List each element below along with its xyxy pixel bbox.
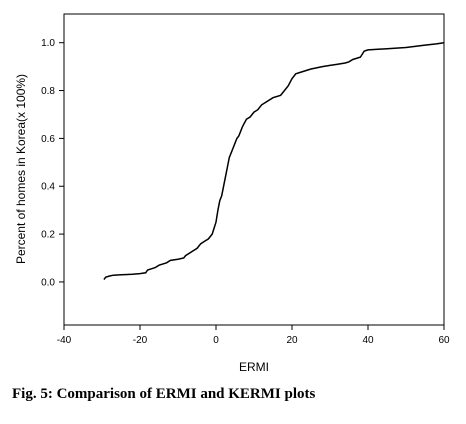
- y-tick-label: 0.0: [41, 277, 55, 288]
- y-axis-title: Percent of homes in Korea(x 100%): [14, 74, 28, 264]
- x-tick-label: 20: [286, 335, 298, 346]
- x-tick-label: -40: [57, 335, 72, 346]
- figure-caption: Fig. 5: Comparison of ERMI and KERMI plo…: [12, 386, 316, 402]
- y-axis: 0.0 0.2 0.4 0.6 0.8 1.0: [41, 38, 64, 288]
- x-tick-label: 40: [362, 335, 374, 346]
- x-tick-label: 60: [438, 335, 450, 346]
- y-tick-label: 0.4: [41, 182, 55, 193]
- y-tick-label: 0.8: [41, 86, 55, 97]
- ermi-cdf-chart: -40 -20 0 20 40 60 0.0 0.2 0.4 0.6 0.8 1.0 ERMI Pe…: [14, 13, 450, 374]
- x-tick-label: -20: [133, 335, 148, 346]
- y-tick-label: 1.0: [41, 38, 55, 49]
- series-line: [103, 41, 445, 280]
- y-tick-label: 0.2: [41, 230, 55, 241]
- x-axis: -40 -20 0 20 40 60: [57, 325, 450, 346]
- x-axis-title: ERMI: [239, 360, 269, 374]
- plot-frame: [63, 13, 445, 326]
- x-tick-label: 0: [213, 335, 219, 346]
- y-tick-label: 0.6: [41, 134, 55, 145]
